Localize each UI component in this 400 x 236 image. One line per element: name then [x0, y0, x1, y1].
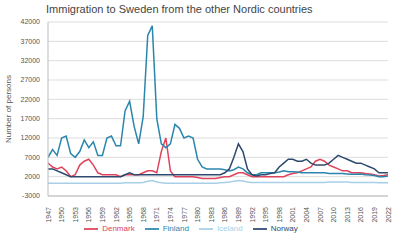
- svg-text:1980: 1980: [194, 207, 201, 223]
- svg-text:2004: 2004: [303, 207, 310, 223]
- svg-text:2019: 2019: [371, 207, 378, 223]
- svg-text:2000: 2000: [24, 173, 40, 180]
- svg-text:1986: 1986: [221, 207, 228, 223]
- html-text:Norway: Norway: [270, 224, 298, 234]
- html-text:Immigration to Sweden from the: Immigration to Sweden from the other Nor…: [46, 3, 313, 15]
- svg-text:1998: 1998: [276, 207, 283, 223]
- svg-text:17000: 17000: [21, 115, 41, 122]
- svg-text:1962: 1962: [113, 207, 120, 223]
- svg-text:1983: 1983: [208, 207, 215, 223]
- svg-text:1989: 1989: [235, 207, 242, 223]
- svg-text:2010: 2010: [330, 207, 337, 223]
- svg-text:1974: 1974: [167, 207, 174, 223]
- svg-text:1995: 1995: [262, 207, 269, 223]
- svg-text:2013: 2013: [344, 207, 351, 223]
- svg-text:1959: 1959: [99, 207, 106, 223]
- svg-text:42000: 42000: [21, 18, 41, 25]
- svg-text:1968: 1968: [140, 207, 147, 223]
- svg-text:2016: 2016: [357, 207, 364, 223]
- svg-text:1992: 1992: [249, 207, 256, 223]
- svg-text:Number of persons: Number of persons: [8, 75, 13, 143]
- svg-text:1956: 1956: [85, 207, 92, 223]
- svg-text:1947: 1947: [45, 207, 52, 223]
- svg-text:7000: 7000: [24, 154, 40, 161]
- svg-text:37000: 37000: [21, 38, 41, 45]
- svg-text:1971: 1971: [153, 207, 160, 223]
- svg-text:27000: 27000: [21, 76, 41, 83]
- svg-text:2022: 2022: [385, 207, 392, 223]
- svg-text:2001: 2001: [289, 207, 296, 223]
- svg-text:1953: 1953: [72, 207, 79, 223]
- svg-text:1977: 1977: [181, 207, 188, 223]
- svg-text:32000: 32000: [21, 57, 41, 64]
- html-text:Finland: Finland: [162, 224, 189, 234]
- svg-text:22000: 22000: [21, 96, 41, 103]
- svg-text:1950: 1950: [58, 207, 65, 223]
- svg-text:12000: 12000: [21, 134, 41, 141]
- html-text:Denmark: Denmark: [102, 224, 135, 234]
- svg-text:-3000: -3000: [22, 192, 40, 199]
- html-text:Iceland: Iceland: [216, 224, 243, 234]
- svg-text:2007: 2007: [317, 207, 324, 223]
- svg-text:1965: 1965: [126, 207, 133, 223]
